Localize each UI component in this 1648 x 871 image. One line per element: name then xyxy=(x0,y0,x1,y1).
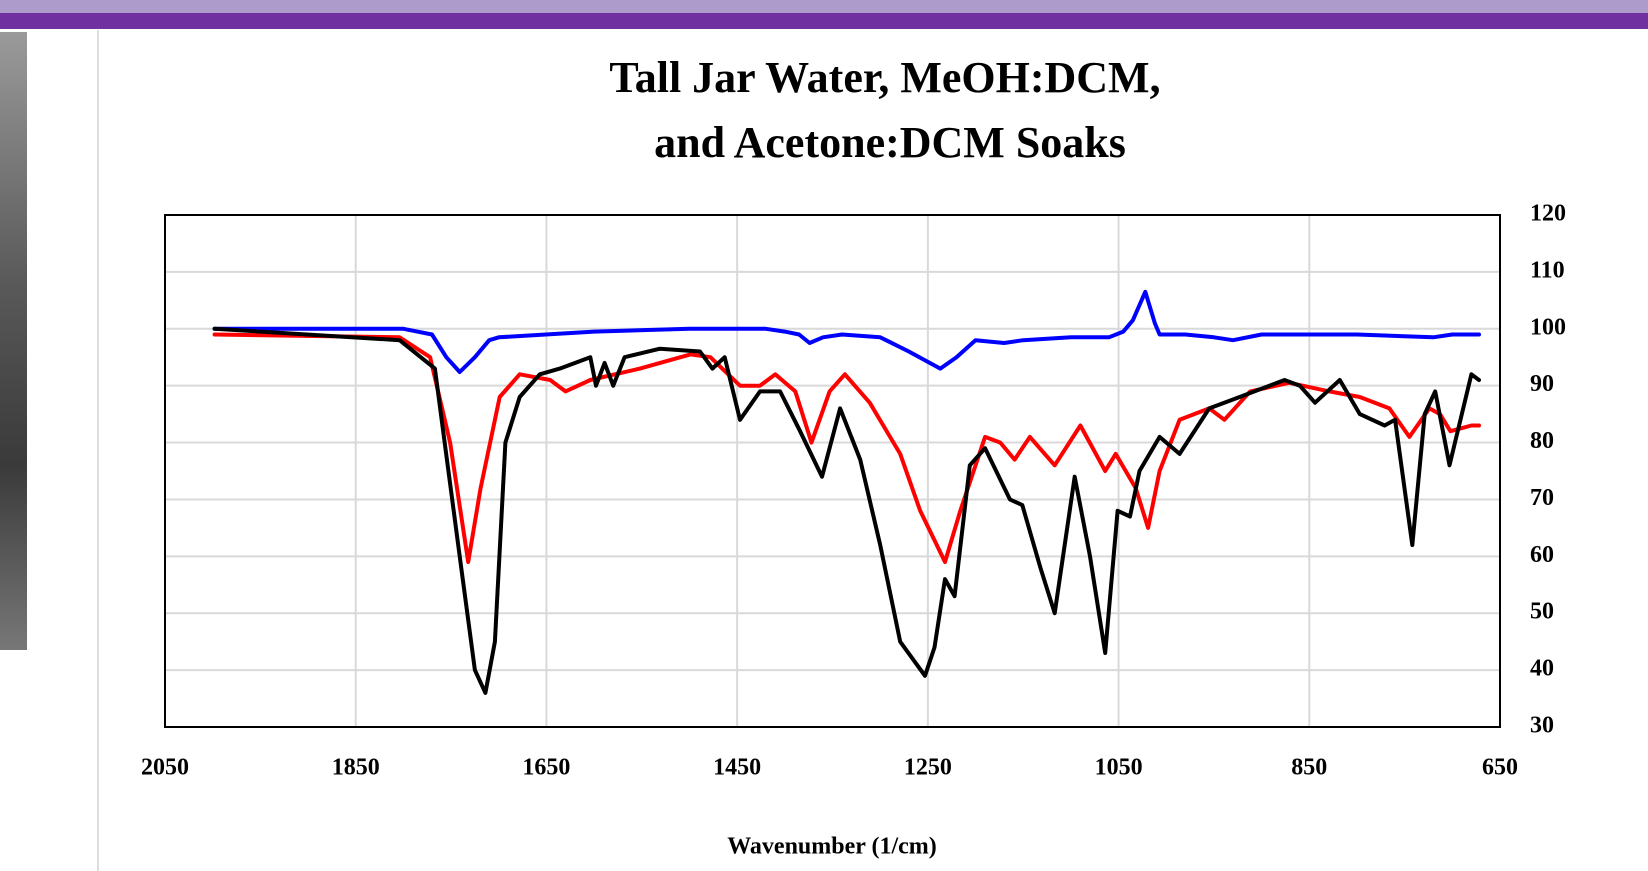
y-tick-label: 40 xyxy=(1530,656,1554,682)
x-tick-label: 850 xyxy=(1291,755,1327,781)
x-tick-label: 1050 xyxy=(1095,755,1143,781)
header-band xyxy=(0,0,1648,13)
x-tick-label: 2050 xyxy=(141,755,189,781)
header-bar xyxy=(0,13,1648,29)
chart-title: and Acetone:DCM Soaks xyxy=(654,118,1126,167)
series-line xyxy=(212,326,1481,695)
x-tick-label: 650 xyxy=(1482,755,1518,781)
x-tick-label: 1250 xyxy=(904,755,952,781)
y-tick-label: 120 xyxy=(1530,201,1566,227)
series-line xyxy=(212,289,1481,374)
x-tick-label: 1650 xyxy=(522,755,570,781)
y-tick-label: 90 xyxy=(1530,371,1554,397)
plot-border xyxy=(164,214,1501,728)
y-tick-label: 110 xyxy=(1530,257,1565,283)
y-tick-label: 60 xyxy=(1530,542,1554,568)
x-axis-label: Wavenumber (1/cm) xyxy=(727,834,937,860)
photo xyxy=(0,32,27,650)
x-tick-label: 1850 xyxy=(332,755,380,781)
y-tick-label: 100 xyxy=(1530,314,1566,340)
y-tick-label: 80 xyxy=(1530,428,1554,454)
x-tick-label: 1450 xyxy=(713,755,761,781)
chart-title: Tall Jar Water, MeOH:DCM, xyxy=(609,53,1160,102)
y-tick-label: 30 xyxy=(1530,713,1554,739)
series-line xyxy=(212,332,1481,564)
y-tick-label: 70 xyxy=(1530,485,1554,511)
y-tick-label: 50 xyxy=(1530,599,1554,625)
